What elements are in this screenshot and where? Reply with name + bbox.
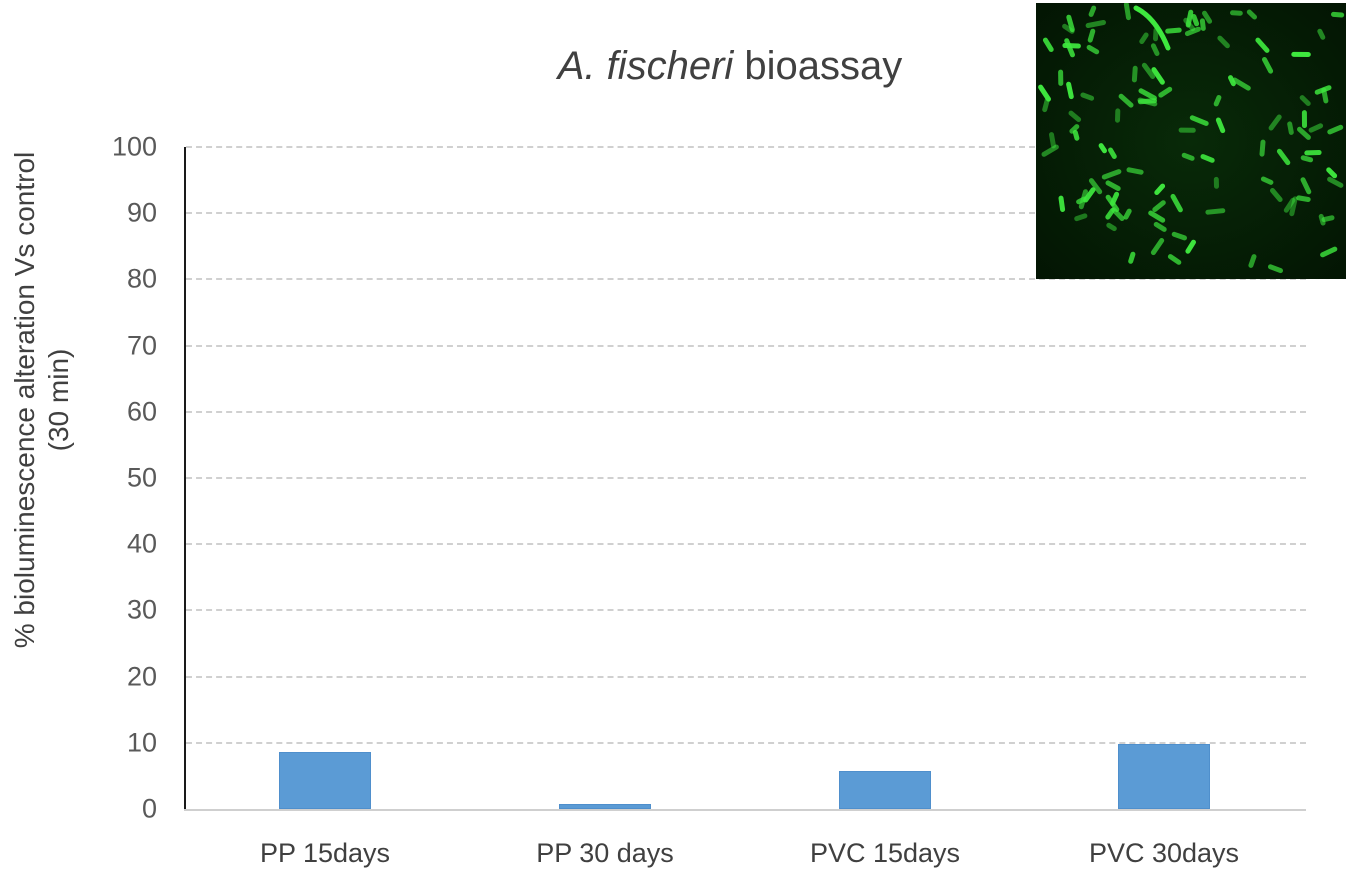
gridline bbox=[186, 741, 1306, 744]
x-tick-label: PP 15days bbox=[259, 838, 391, 868]
x-axis-line bbox=[184, 809, 1306, 811]
y-tick-label: 40 bbox=[126, 528, 157, 559]
title-normal: bioassay bbox=[733, 44, 903, 88]
y-tick-label: 90 bbox=[126, 197, 157, 228]
y-tick-label: 60 bbox=[126, 396, 157, 427]
y-tick-label: 100 bbox=[111, 131, 157, 162]
gridline bbox=[186, 410, 1306, 413]
bar bbox=[839, 771, 931, 809]
gridline bbox=[186, 477, 1306, 479]
gridline bbox=[186, 609, 1306, 612]
gridline bbox=[186, 212, 1306, 215]
micrograph-image bbox=[1036, 3, 1346, 279]
bar bbox=[279, 752, 371, 809]
y-tick-label: 10 bbox=[126, 727, 157, 758]
y-tick-label: 70 bbox=[126, 330, 157, 361]
gridline bbox=[186, 543, 1306, 546]
title-italic: A. fischeri bbox=[557, 44, 734, 88]
bacteria-micrograph-inset bbox=[1036, 3, 1346, 279]
x-tick-label: PVC 15days bbox=[809, 838, 961, 868]
y-axis-label-line2: (30 min) bbox=[43, 348, 74, 452]
gridline bbox=[186, 146, 1306, 148]
y-tick-label: 20 bbox=[126, 661, 157, 692]
y-tick-label: 30 bbox=[126, 594, 157, 625]
y-tick-label: 50 bbox=[126, 462, 157, 493]
y-axis-line bbox=[184, 147, 186, 810]
y-axis-label-line1: % bioluminescence alteration Vs control bbox=[9, 151, 40, 649]
bar bbox=[559, 804, 651, 809]
y-tick-label: 80 bbox=[126, 263, 157, 294]
gridline bbox=[186, 675, 1306, 678]
gridline bbox=[186, 344, 1306, 347]
gridline bbox=[186, 278, 1306, 281]
chart-title: A. fischeri bioassay bbox=[0, 44, 1350, 89]
x-tick-label: PP 30 days bbox=[536, 838, 674, 868]
y-tick-label: 0 bbox=[141, 793, 157, 824]
x-tick-label: PVC 30days bbox=[1088, 838, 1240, 868]
y-axis-label: % bioluminescence alteration Vs control … bbox=[8, 152, 76, 648]
bar bbox=[1118, 744, 1210, 809]
